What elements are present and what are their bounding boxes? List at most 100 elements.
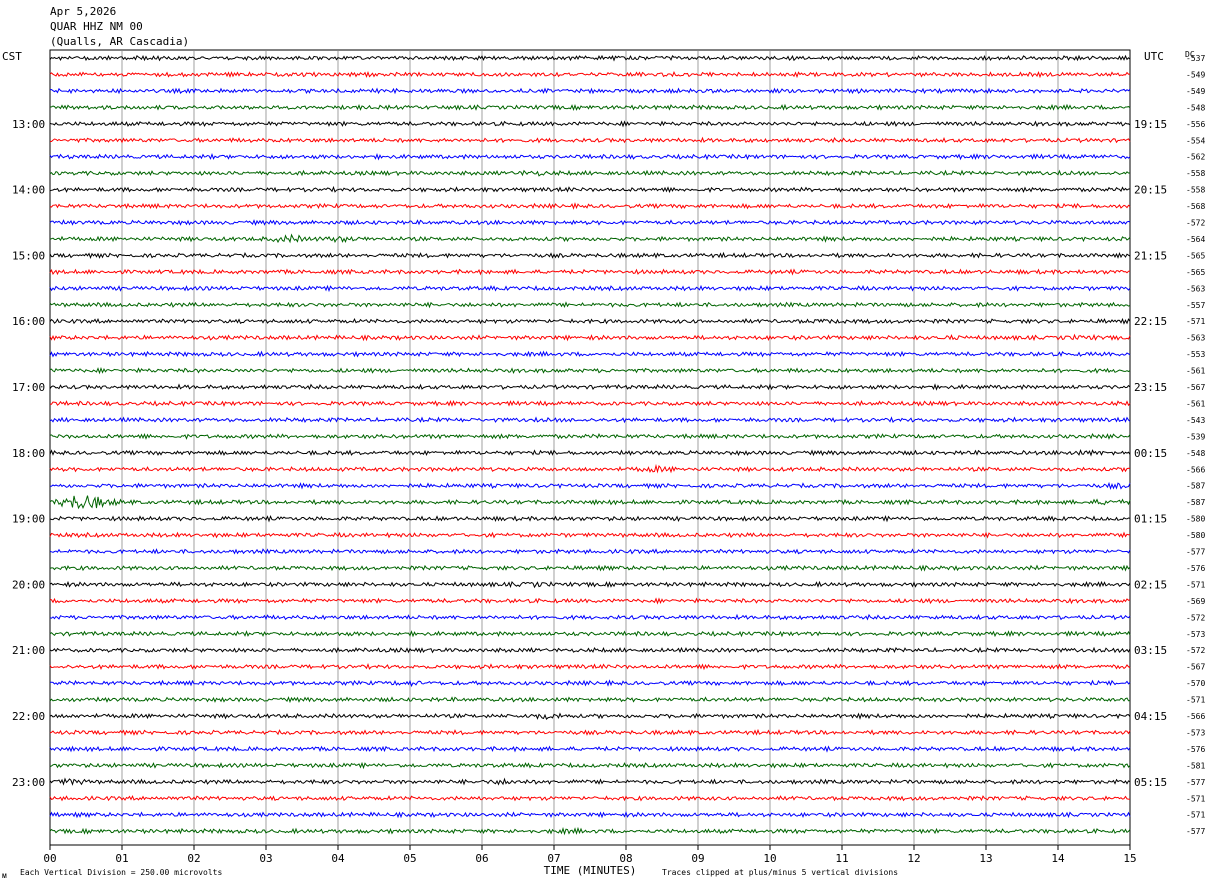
trace-line xyxy=(49,219,1131,226)
trace-line xyxy=(49,284,1131,293)
trace-line xyxy=(49,233,1131,244)
dc-offset-label: -571 xyxy=(1186,811,1205,820)
dc-offset-label: -587 xyxy=(1186,498,1205,507)
trace-line xyxy=(49,564,1131,572)
dc-offset-label: -572 xyxy=(1186,219,1205,228)
trace-line xyxy=(49,679,1131,688)
trace-line xyxy=(49,251,1131,259)
dc-offset-label: -565 xyxy=(1186,268,1205,277)
dc-offset-label: -567 xyxy=(1186,383,1205,392)
utc-hour-label: 05:15 xyxy=(1134,776,1167,789)
dc-offset-label: -557 xyxy=(1186,301,1205,310)
trace-line xyxy=(49,548,1131,555)
dc-offset-label: -573 xyxy=(1186,728,1205,737)
dc-offset-label: -563 xyxy=(1186,284,1205,293)
dc-offset-label: -549 xyxy=(1186,87,1205,96)
dc-offset-label: -548 xyxy=(1186,449,1205,458)
trace-line xyxy=(49,745,1131,753)
dc-offset-label: -568 xyxy=(1186,202,1205,211)
trace-line xyxy=(49,613,1131,621)
x-tick-label: 00 xyxy=(43,852,56,865)
x-tick-label: 09 xyxy=(691,852,704,865)
x-tick-label: 02 xyxy=(187,852,200,865)
trace-line xyxy=(49,630,1131,638)
trace-line xyxy=(49,777,1131,786)
trace-line xyxy=(49,495,1131,510)
dc-offset-label: -569 xyxy=(1186,597,1205,606)
dc-offset-label: -577 xyxy=(1186,778,1205,787)
trace-line xyxy=(49,728,1131,737)
utc-hour-label: 01:15 xyxy=(1134,513,1167,526)
trace-line xyxy=(49,826,1131,836)
right-axis-label: UTC xyxy=(1144,50,1164,63)
trace-line xyxy=(49,794,1131,802)
clip-note: Traces clipped at plus/minus 5 vertical … xyxy=(662,868,898,877)
dc-offset-label: -580 xyxy=(1186,515,1205,524)
plot-frame xyxy=(49,49,1131,846)
cst-hour-label: 20:00 xyxy=(12,578,45,591)
dc-offset-label: -576 xyxy=(1186,564,1205,573)
trace-line xyxy=(49,580,1131,589)
trace-line xyxy=(49,103,1131,111)
dc-offset-label: -571 xyxy=(1186,794,1205,803)
cst-hour-label: 21:00 xyxy=(12,644,45,657)
dc-offset-label: -558 xyxy=(1186,169,1205,178)
trace-line xyxy=(49,169,1130,177)
cst-hour-label: 16:00 xyxy=(12,315,45,328)
dc-offset-label: -564 xyxy=(1186,235,1205,244)
dc-offset-label: -563 xyxy=(1186,334,1205,343)
dc-offset-label: -558 xyxy=(1186,186,1205,195)
trace-line xyxy=(49,202,1131,210)
dc-offset-label: -577 xyxy=(1186,827,1205,836)
dc-offset-label: -572 xyxy=(1186,646,1205,655)
dc-offset-label: -566 xyxy=(1186,465,1205,474)
dc-label: DC xyxy=(1185,50,1195,59)
dc-offset-label: -553 xyxy=(1186,350,1205,359)
trace-line xyxy=(49,663,1131,671)
corner-mark: ᴍ xyxy=(2,871,7,880)
trace-line xyxy=(49,646,1131,654)
x-tick-label: 10 xyxy=(763,852,776,865)
trace-line xyxy=(49,811,1131,819)
scale-note: Each Vertical Division = 250.00 microvol… xyxy=(20,868,222,877)
dc-offset-label: -554 xyxy=(1186,136,1205,145)
x-tick-label: 14 xyxy=(1051,852,1065,865)
x-tick-label: 03 xyxy=(259,852,272,865)
x-axis-ticks: 00 01 02 03 04 05 06 07 08 09 10 11 12 13 14 15 xyxy=(43,845,1137,865)
dc-offset-label: -548 xyxy=(1186,103,1205,112)
trace-line xyxy=(49,54,1131,62)
dc-offset-label: -573 xyxy=(1186,630,1205,639)
left-axis-label: CST xyxy=(2,50,22,63)
utc-hour-label: 20:15 xyxy=(1134,184,1167,197)
trace-group xyxy=(49,54,1131,836)
cst-hour-label: 14:00 xyxy=(12,184,45,197)
x-tick-label: 12 xyxy=(907,852,920,865)
trace-line xyxy=(49,696,1131,704)
cst-hour-label: 18:00 xyxy=(12,447,45,460)
utc-hour-label: 21:15 xyxy=(1134,249,1167,262)
header-station: QUAR HHZ NM 00 xyxy=(50,20,143,33)
utc-hour-label: 04:15 xyxy=(1134,710,1167,723)
cst-hour-label: 17:00 xyxy=(12,381,45,394)
trace-line xyxy=(49,333,1131,342)
dc-offset-label: -571 xyxy=(1186,317,1205,326)
x-axis-label: TIME (MINUTES) xyxy=(544,864,637,877)
trace-line xyxy=(49,463,1131,474)
dc-offset-label: -587 xyxy=(1186,482,1205,491)
dc-offset-label: -565 xyxy=(1186,251,1205,260)
dc-offset-label: -556 xyxy=(1186,120,1205,129)
x-tick-label: 15 xyxy=(1123,852,1136,865)
x-tick-label: 13 xyxy=(979,852,992,865)
dc-offset-label: -571 xyxy=(1186,696,1205,705)
cst-hour-label: 15:00 xyxy=(12,249,45,262)
trace-line xyxy=(49,70,1131,79)
x-tick-label: 08 xyxy=(619,852,632,865)
x-tick-label: 07 xyxy=(547,852,560,865)
hour-labels: 13:00 19:15 14:00 20:15 15:00 21:15 16:00 22:15… xyxy=(12,118,1167,789)
trace-line xyxy=(49,432,1131,440)
cst-hour-label: 19:00 xyxy=(12,513,45,526)
dc-offset-label: -567 xyxy=(1186,663,1205,672)
trace-line xyxy=(49,761,1131,770)
trace-line xyxy=(49,531,1131,539)
x-tick-label: 05 xyxy=(403,852,416,865)
